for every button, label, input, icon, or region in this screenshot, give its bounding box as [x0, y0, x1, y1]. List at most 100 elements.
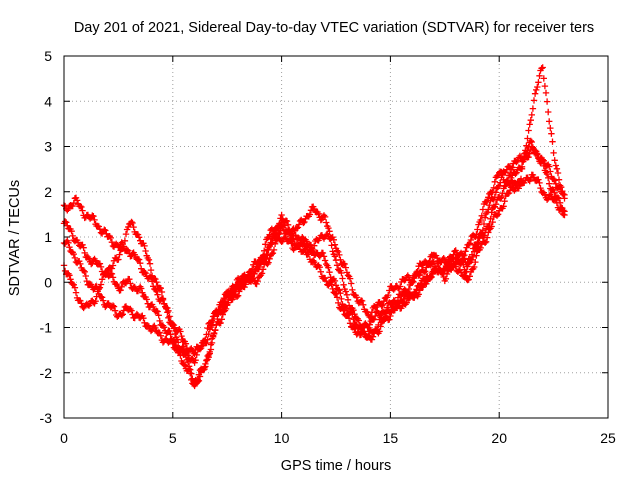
data-point [147, 327, 155, 335]
data-point [286, 226, 293, 233]
data-point [501, 198, 508, 205]
data-point [482, 238, 490, 245]
data-point [513, 169, 520, 176]
data-point [500, 203, 507, 210]
data-point [263, 254, 270, 262]
data-point [465, 260, 472, 267]
data-point [79, 207, 86, 214]
data-point [487, 215, 494, 222]
data-point [311, 205, 318, 213]
data-point [543, 98, 551, 105]
data-point [166, 327, 173, 335]
data-point [102, 303, 109, 311]
data-point [103, 271, 110, 278]
data-point [530, 174, 538, 181]
data-point [203, 357, 210, 364]
data-point [450, 251, 457, 258]
data-point [284, 221, 292, 228]
data-point [474, 226, 481, 233]
data-point [169, 340, 176, 347]
data-point [128, 218, 135, 226]
data-point [152, 286, 159, 293]
data-point [208, 317, 216, 324]
data-point [554, 169, 562, 177]
data-point [123, 246, 131, 253]
data-point [74, 239, 82, 246]
series-layer [60, 64, 568, 390]
data-point [555, 176, 563, 183]
data-point [336, 287, 343, 294]
data-point [185, 363, 193, 370]
data-point [412, 272, 419, 279]
data-point [527, 117, 534, 124]
data-point [155, 312, 162, 319]
data-point [70, 281, 77, 288]
data-point [477, 216, 484, 224]
data-point [479, 227, 487, 234]
data-point [525, 127, 532, 134]
data-point [245, 278, 253, 285]
data-point [202, 336, 209, 343]
data-point [72, 289, 80, 296]
data-point [247, 273, 255, 281]
data-point [100, 297, 107, 304]
data-point [177, 328, 184, 335]
data-point [367, 313, 374, 320]
data-point [174, 336, 181, 343]
data-point [253, 280, 260, 288]
data-point [535, 176, 542, 183]
data-point [337, 256, 344, 263]
data-point [379, 301, 386, 309]
data-point [192, 380, 199, 388]
data-point [91, 216, 98, 224]
data-point [321, 275, 329, 282]
data-point [474, 239, 481, 246]
data-point [555, 195, 563, 202]
data-point [230, 288, 237, 295]
data-point [109, 274, 117, 281]
data-point [294, 224, 302, 231]
data-point [459, 258, 466, 265]
series-day-4 [60, 64, 568, 390]
data-point [525, 153, 532, 161]
data-point [415, 291, 422, 298]
data-point [220, 295, 228, 302]
data-point [205, 354, 212, 361]
data-point [329, 248, 336, 255]
data-point [109, 262, 117, 269]
data-point [481, 214, 489, 221]
data-point [316, 264, 323, 271]
data-point [517, 175, 525, 182]
data-point [157, 332, 164, 339]
data-point [522, 147, 529, 154]
data-point [71, 254, 79, 262]
data-point [208, 335, 216, 342]
data-point [488, 223, 495, 230]
data-point [490, 184, 497, 191]
data-point [326, 269, 333, 276]
data-point [264, 234, 271, 242]
data-point [118, 312, 125, 319]
data-point [323, 219, 330, 226]
data-point [492, 201, 500, 208]
data-point [88, 260, 95, 268]
data-point [166, 313, 173, 320]
data-point [479, 206, 487, 213]
data-point [139, 289, 146, 296]
data-point [92, 298, 99, 305]
data-point [261, 247, 268, 254]
data-point [180, 361, 187, 368]
data-point [125, 223, 132, 231]
data-point [482, 198, 490, 206]
data-point [148, 326, 156, 333]
data-point [467, 256, 475, 264]
data-point [471, 263, 478, 271]
data-point [358, 297, 366, 305]
data-point [546, 163, 553, 170]
axis-ticks: 0 5 10 15 20 25 -3 -2 -1 0 1 2 3 4 5 [40, 48, 616, 446]
data-point [452, 263, 459, 270]
data-point [317, 216, 324, 224]
data-point [274, 225, 281, 232]
data-point [197, 343, 205, 350]
data-point [348, 280, 355, 287]
